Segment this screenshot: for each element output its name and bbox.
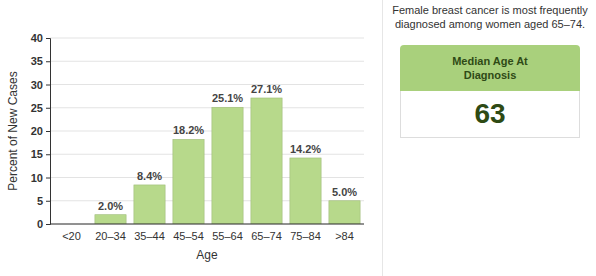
chart: 0 5 10 15 20 25 30 35 40 <20 20–34 35–44 45–54 55–64 6…: [0, 0, 382, 276]
grid-line: [50, 107, 364, 108]
separator: [382, 0, 383, 276]
y-tick-label: 5: [37, 195, 43, 207]
grid-line: [50, 131, 364, 132]
y-tick: 0: [37, 218, 50, 230]
y-tick-label: 35: [31, 55, 43, 67]
y-tick-mark: [46, 224, 50, 225]
x-tick: 20–34: [95, 224, 126, 242]
y-tick: 30: [31, 79, 50, 91]
x-tick: 45–54: [173, 224, 204, 242]
bar: [329, 201, 360, 224]
y-tick-label: 40: [31, 32, 43, 44]
bar: [251, 98, 282, 224]
x-tick: >84: [335, 224, 354, 242]
y-tick: 35: [31, 55, 50, 67]
y-tick-mark: [46, 154, 50, 155]
data-label: 2.0%: [98, 200, 123, 212]
y-tick-label: 20: [31, 125, 43, 137]
y-tick-label: 0: [37, 218, 43, 230]
y-tick-label: 10: [31, 172, 43, 184]
data-label: 5.0%: [332, 186, 357, 198]
median-value: 63: [400, 91, 580, 138]
x-tick-label: <20: [62, 230, 81, 242]
x-tick: 65–74: [251, 224, 282, 242]
x-tick-label: 75–84: [290, 230, 321, 242]
median-label: Median Age At Diagnosis: [440, 54, 540, 82]
x-axis: <20 20–34 35–44 45–54 55–64 65–74 75–84 >84: [50, 224, 364, 242]
x-tick-label: 65–74: [251, 230, 282, 242]
data-labels: 2.0% 8.4% 18.2% 25.1% 27.1% 14.2% 5.0%: [98, 83, 357, 212]
x-tick: <20: [62, 224, 81, 242]
y-tick: 10: [31, 172, 50, 184]
annotation: Female breast cancer is most frequently …: [392, 3, 588, 31]
x-tick: 35–44: [134, 224, 165, 242]
x-tick: 55–64: [212, 224, 243, 242]
bar: [173, 139, 204, 224]
y-tick-mark: [46, 108, 50, 109]
y-tick-mark: [46, 38, 50, 39]
data-label: 25.1%: [212, 92, 243, 104]
x-tick: 75–84: [290, 224, 321, 242]
median-header: Median Age At Diagnosis: [400, 45, 580, 91]
x-axis-line: [50, 224, 364, 225]
y-tick-mark: [46, 178, 50, 179]
y-tick: 20: [31, 125, 50, 137]
grid-line: [50, 61, 364, 62]
x-tick-label: >84: [335, 230, 354, 242]
y-axis-title: Percent of New Cases: [6, 71, 20, 190]
grid: [50, 38, 364, 224]
y-tick-label: 15: [31, 148, 43, 160]
y-tick-label: 25: [31, 102, 43, 114]
y-tick-mark: [46, 201, 50, 202]
grid-line: [50, 84, 364, 85]
x-tick-label: 35–44: [134, 230, 165, 242]
bar: [134, 185, 165, 224]
y-tick-mark: [46, 131, 50, 132]
y-tick-mark: [46, 85, 50, 86]
x-tick-label: 55–64: [212, 230, 243, 242]
y-tick-mark: [46, 61, 50, 62]
y-axis: 0 5 10 15 20 25 30 35 40: [31, 32, 51, 230]
bar: [212, 107, 243, 224]
data-label: 14.2%: [290, 143, 321, 155]
y-tick: 40: [31, 32, 50, 44]
bar: [290, 158, 321, 224]
bars: [95, 98, 360, 224]
x-axis-title: Age: [196, 248, 218, 262]
y-tick: 25: [31, 102, 50, 114]
grid-line: [50, 224, 364, 225]
y-tick: 15: [31, 148, 50, 160]
y-tick: 5: [37, 195, 50, 207]
grid-line: [50, 38, 364, 39]
y-axis-line: [46, 39, 51, 225]
data-label: 18.2%: [173, 124, 204, 136]
data-label: 8.4%: [137, 170, 162, 182]
x-tick-label: 20–34: [95, 230, 126, 242]
bar: [95, 215, 126, 224]
x-tick-label: 45–54: [173, 230, 204, 242]
data-label: 27.1%: [251, 83, 282, 95]
y-tick-label: 30: [31, 79, 43, 91]
